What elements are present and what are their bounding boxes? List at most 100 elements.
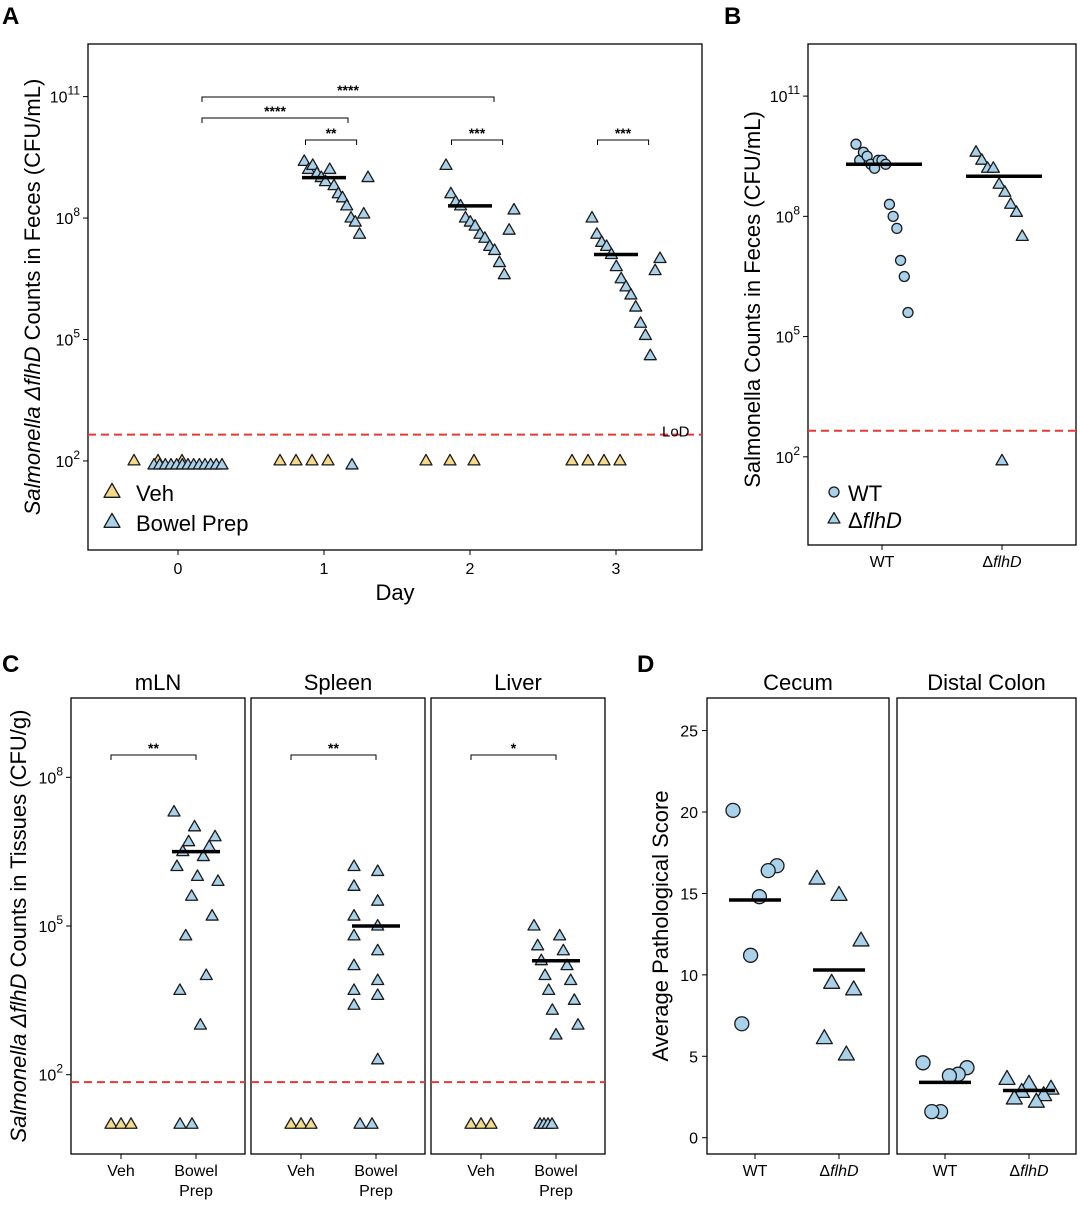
y-tick-label: 1011	[50, 84, 81, 107]
data-point	[549, 1027, 563, 1040]
data-point	[1009, 205, 1024, 217]
legend-label: Bowel Prep	[136, 511, 249, 536]
data-point	[992, 177, 1006, 189]
data-point	[365, 1117, 379, 1129]
data-point	[419, 453, 433, 466]
significance-bracket	[110, 754, 197, 760]
data-point	[444, 186, 458, 199]
data-point	[443, 453, 457, 466]
y-tick-label: 0	[689, 1131, 698, 1148]
data-point	[643, 348, 657, 361]
y-tick-label: 105	[39, 913, 64, 936]
facet-frame	[430, 697, 606, 1155]
legend-label: WT	[848, 481, 882, 506]
data-point	[182, 834, 196, 847]
data-point	[170, 859, 184, 872]
data-point	[211, 874, 225, 887]
data-point	[556, 943, 570, 956]
lod-label: LoD	[662, 424, 690, 441]
data-point	[742, 947, 759, 963]
x-tick-label: Bowel	[354, 1163, 398, 1180]
x-tick-label: Prep	[359, 1183, 393, 1200]
x-tick-label: 2	[466, 561, 475, 578]
significance-bracket	[305, 139, 358, 145]
data-point	[553, 928, 567, 941]
data-point	[371, 864, 385, 877]
y-tick-label: 10	[680, 968, 698, 985]
data-point	[527, 918, 541, 931]
data-point	[173, 1117, 187, 1129]
panel-b-frame	[807, 43, 1077, 546]
x-tick-label: WT	[870, 554, 895, 571]
panel-label-c: C	[2, 651, 19, 678]
data-point	[648, 263, 662, 276]
data-point	[808, 869, 826, 885]
data-point	[975, 153, 989, 165]
data-point	[353, 1117, 367, 1129]
data-point	[167, 804, 181, 817]
data-point	[196, 849, 210, 862]
data-point	[1027, 1092, 1045, 1108]
data-point	[986, 161, 1000, 173]
data-point	[545, 1003, 559, 1015]
data-point	[464, 1117, 478, 1129]
y-axis-label: Average Pathological Score	[648, 790, 673, 1061]
data-point	[633, 316, 648, 328]
facet-frame	[706, 697, 890, 1155]
data-point	[371, 988, 385, 1001]
data-point	[571, 1018, 585, 1030]
panel-a-frame	[87, 43, 703, 551]
data-point	[492, 255, 507, 268]
y-tick-label: 1011	[770, 83, 801, 106]
significance-label: ****	[264, 103, 286, 119]
y-axis-label: Salmonella ΔflhD Counts in Tissues (CFU/…	[6, 710, 31, 1143]
data-point	[361, 170, 375, 183]
y-axis-label: Salmonella ΔflhD Counts in Feces (CFU/mL…	[20, 79, 45, 516]
y-tick-label: 108	[776, 203, 801, 226]
y-tick-label: 25	[680, 724, 698, 741]
significance-bracket	[470, 754, 557, 760]
data-point	[542, 983, 556, 996]
y-tick-label: 102	[776, 444, 801, 467]
data-point	[760, 862, 776, 879]
data-point	[995, 453, 1009, 466]
x-tick-label: WT	[933, 1163, 958, 1180]
x-tick-label: Veh	[107, 1163, 135, 1180]
data-point	[352, 227, 367, 239]
data-point	[321, 453, 335, 466]
facet-title: Liver	[494, 670, 542, 695]
data-point	[883, 198, 896, 210]
facet-frame	[896, 697, 1077, 1155]
data-point	[187, 819, 202, 832]
y-tick-label: 105	[56, 327, 81, 350]
data-point	[487, 243, 502, 256]
data-point	[289, 453, 303, 466]
data-point	[357, 206, 371, 219]
data-point	[1005, 1089, 1023, 1105]
data-point	[371, 1052, 385, 1065]
data-point	[371, 943, 385, 956]
significance-label: ****	[337, 82, 359, 98]
x-tick-label: 0	[174, 561, 183, 578]
data-point	[348, 214, 362, 227]
significance-label: ***	[469, 125, 486, 141]
data-point	[564, 973, 578, 986]
y-tick-label: 20	[680, 805, 698, 822]
x-tick-label: Bowel	[174, 1163, 218, 1180]
facet-title: Spleen	[304, 670, 373, 695]
data-point	[619, 279, 633, 292]
x-tick-label: ΔflhD	[1009, 1163, 1049, 1180]
data-point	[193, 1018, 208, 1030]
data-point	[815, 1029, 833, 1045]
x-tick-label: Veh	[287, 1163, 315, 1180]
significance-bracket	[451, 139, 504, 145]
y-axis-label: Salmonella Counts in Feces (CFU/mL)	[740, 111, 765, 488]
data-point	[565, 453, 579, 466]
panel-a-chart: 102 105 108 1011 0 1 2 3 Day Salmonella ΔflhD Cou…	[20, 43, 703, 605]
data-point	[891, 222, 903, 235]
data-point	[613, 453, 627, 466]
x-tick-label: ΔflhD	[982, 554, 1022, 571]
facet-title: mLN	[135, 670, 181, 695]
data-point	[898, 270, 910, 283]
